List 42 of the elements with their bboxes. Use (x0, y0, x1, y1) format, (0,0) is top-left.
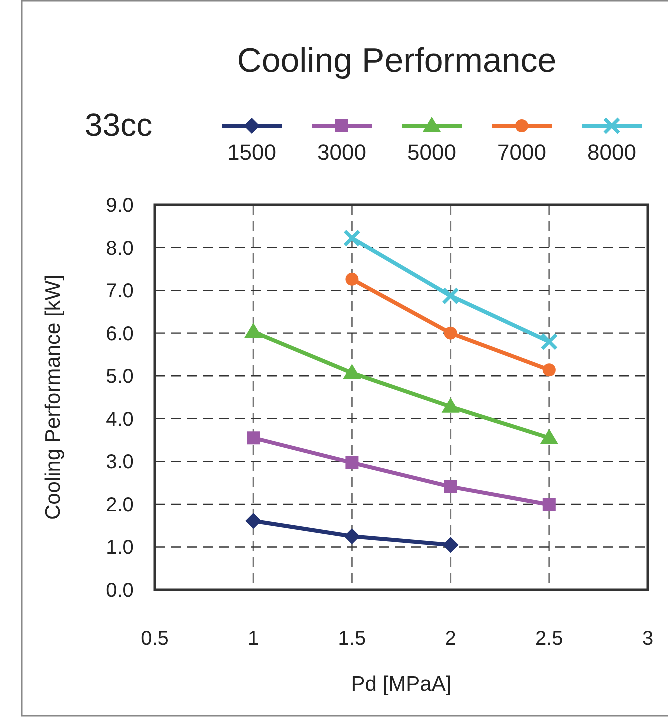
x-tick-label: 2 (445, 628, 456, 650)
x-tick-label: 1 (248, 628, 260, 650)
point (442, 537, 459, 554)
legend-label: 1500 (228, 140, 276, 165)
point (246, 513, 262, 530)
y-tick-label: 8.0 (106, 238, 134, 260)
point (346, 456, 359, 470)
x-tick-label: 3 (642, 628, 654, 650)
point (343, 230, 361, 248)
x-axis-title: Pd [MPaA] (351, 673, 452, 696)
point (444, 326, 458, 340)
legend-label: 5000 (408, 140, 456, 165)
x-tick-label: 1.5 (338, 628, 366, 650)
point (442, 287, 460, 305)
point (542, 498, 556, 512)
y-tick-label: 9.0 (106, 195, 134, 217)
y-tick-label: 5.0 (106, 366, 134, 388)
legend-label: 7000 (498, 140, 546, 165)
point (247, 432, 260, 445)
point (540, 333, 558, 351)
point (442, 398, 460, 413)
legend-label: 3000 (318, 140, 366, 165)
y-tick-label: 3.0 (106, 452, 134, 474)
point (344, 528, 360, 545)
y-tick-label: 6.0 (106, 323, 134, 346)
legend-label: 8000 (588, 140, 636, 165)
y-tick-label: 1.0 (106, 537, 134, 560)
x-tick-label: 2.5 (535, 628, 564, 650)
point (346, 272, 359, 286)
y-tick-label: 4.0 (106, 408, 134, 431)
y-tick-label: 0.0 (106, 580, 134, 602)
x-tick-label: 0.5 (141, 628, 169, 650)
point (244, 323, 263, 338)
chart-title: Cooling Performance (237, 42, 557, 80)
point (540, 429, 558, 444)
y-tick-label: 7.0 (106, 280, 134, 303)
y-axis-title: Cooling Performance [kW] (42, 274, 65, 520)
point (444, 480, 458, 494)
y-tick-label: 2.0 (106, 494, 134, 516)
point (542, 364, 556, 377)
point (343, 364, 362, 380)
legend-title: 33cc (85, 107, 153, 143)
